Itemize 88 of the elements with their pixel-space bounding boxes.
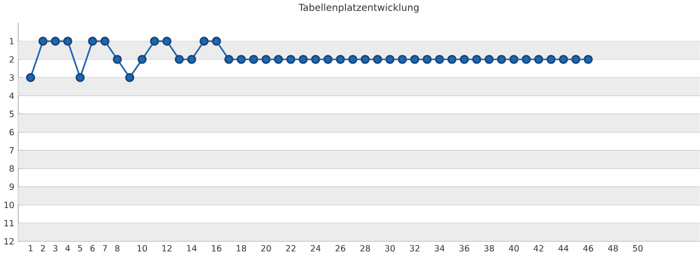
- x-tick-label: 38: [484, 245, 494, 252]
- y-tick-label: 12: [4, 238, 14, 244]
- point: [63, 36, 72, 46]
- point: [398, 54, 407, 64]
- y-tick-label: 3: [10, 74, 14, 81]
- y-tick-label: 10: [4, 202, 14, 208]
- point: [522, 54, 531, 64]
- x-tick-label: 14: [187, 245, 197, 252]
- x-tick-label: 36: [460, 245, 470, 252]
- y-tick-label: 2: [10, 56, 14, 62]
- y-tick-label: 4: [9, 92, 14, 99]
- x-tick-label: 48: [608, 245, 618, 252]
- point: [236, 54, 246, 64]
- point: [112, 54, 122, 64]
- x-tick-label: 6: [90, 245, 95, 252]
- point: [496, 54, 506, 64]
- x-tick-label: 32: [410, 245, 420, 252]
- point: [360, 54, 370, 64]
- x-tick-label: 44: [558, 245, 568, 252]
- point: [50, 36, 60, 46]
- point: [162, 36, 172, 46]
- point: [460, 54, 469, 64]
- x-tick-label: 42: [534, 245, 544, 252]
- point: [311, 54, 320, 64]
- x-tick-label: 3: [53, 245, 58, 252]
- point: [584, 54, 593, 64]
- point: [76, 73, 85, 82]
- y-tick-label: 6: [10, 128, 14, 136]
- point: [174, 54, 184, 64]
- x-tick-label: 30: [385, 245, 395, 252]
- x-tick-label: 5: [78, 245, 82, 252]
- x-tick-label: 28: [360, 245, 370, 252]
- point: [125, 73, 134, 82]
- x-tick-label: 40: [508, 245, 519, 252]
- y-tick-label: 11: [4, 220, 14, 226]
- point: [262, 54, 271, 64]
- point: [546, 54, 556, 64]
- x-tick-label: 16: [212, 245, 222, 252]
- x-tick-label: 34: [434, 245, 444, 252]
- y-tick-label: 1: [10, 38, 14, 44]
- point: [200, 36, 209, 46]
- x-tick-label: 24: [310, 245, 321, 252]
- point: [558, 54, 568, 64]
- point: [435, 54, 444, 64]
- x-tick-label: 7: [102, 245, 107, 252]
- x-tick-label: 46: [583, 245, 594, 252]
- point: [348, 54, 358, 64]
- point: [385, 54, 394, 64]
- point: [138, 54, 147, 64]
- x-tick-label: 10: [138, 245, 147, 252]
- x-tick-label: 12: [162, 245, 172, 252]
- point: [534, 54, 544, 64]
- point: [274, 54, 283, 64]
- point: [212, 36, 221, 46]
- x-tick-label: 4: [65, 245, 70, 252]
- x-tick-label: 8: [115, 245, 120, 252]
- point: [410, 54, 420, 64]
- point: [187, 54, 196, 64]
- x-tick-label: 2: [40, 245, 45, 252]
- point: [571, 54, 580, 64]
- point: [323, 54, 333, 64]
- point: [249, 54, 258, 64]
- point: [38, 36, 48, 46]
- point: [484, 54, 494, 64]
- point: [373, 54, 382, 64]
- point: [286, 54, 296, 64]
- y-tick-label: 7: [10, 147, 14, 154]
- point: [472, 54, 482, 64]
- chart-title: Tabellenplatzentwicklung: [298, 4, 419, 13]
- point: [150, 36, 160, 46]
- x-tick-label: 22: [286, 245, 296, 252]
- x-tick-label: 18: [236, 245, 246, 252]
- point: [88, 36, 98, 46]
- y-tick-label: 8: [10, 165, 14, 172]
- x-tick-label: 50: [633, 245, 643, 252]
- point: [509, 54, 518, 64]
- y-tick-label: 9: [10, 183, 14, 190]
- point: [26, 73, 36, 82]
- point: [224, 54, 234, 64]
- point: [298, 54, 308, 64]
- point: [422, 54, 432, 64]
- point: [447, 54, 456, 64]
- y-tick-label: 5: [10, 110, 14, 118]
- x-tick-label: 26: [336, 245, 346, 252]
- point: [336, 54, 345, 64]
- x-tick-label: 20: [261, 245, 271, 252]
- x-tick-label: 1: [28, 245, 32, 252]
- point: [100, 36, 110, 46]
